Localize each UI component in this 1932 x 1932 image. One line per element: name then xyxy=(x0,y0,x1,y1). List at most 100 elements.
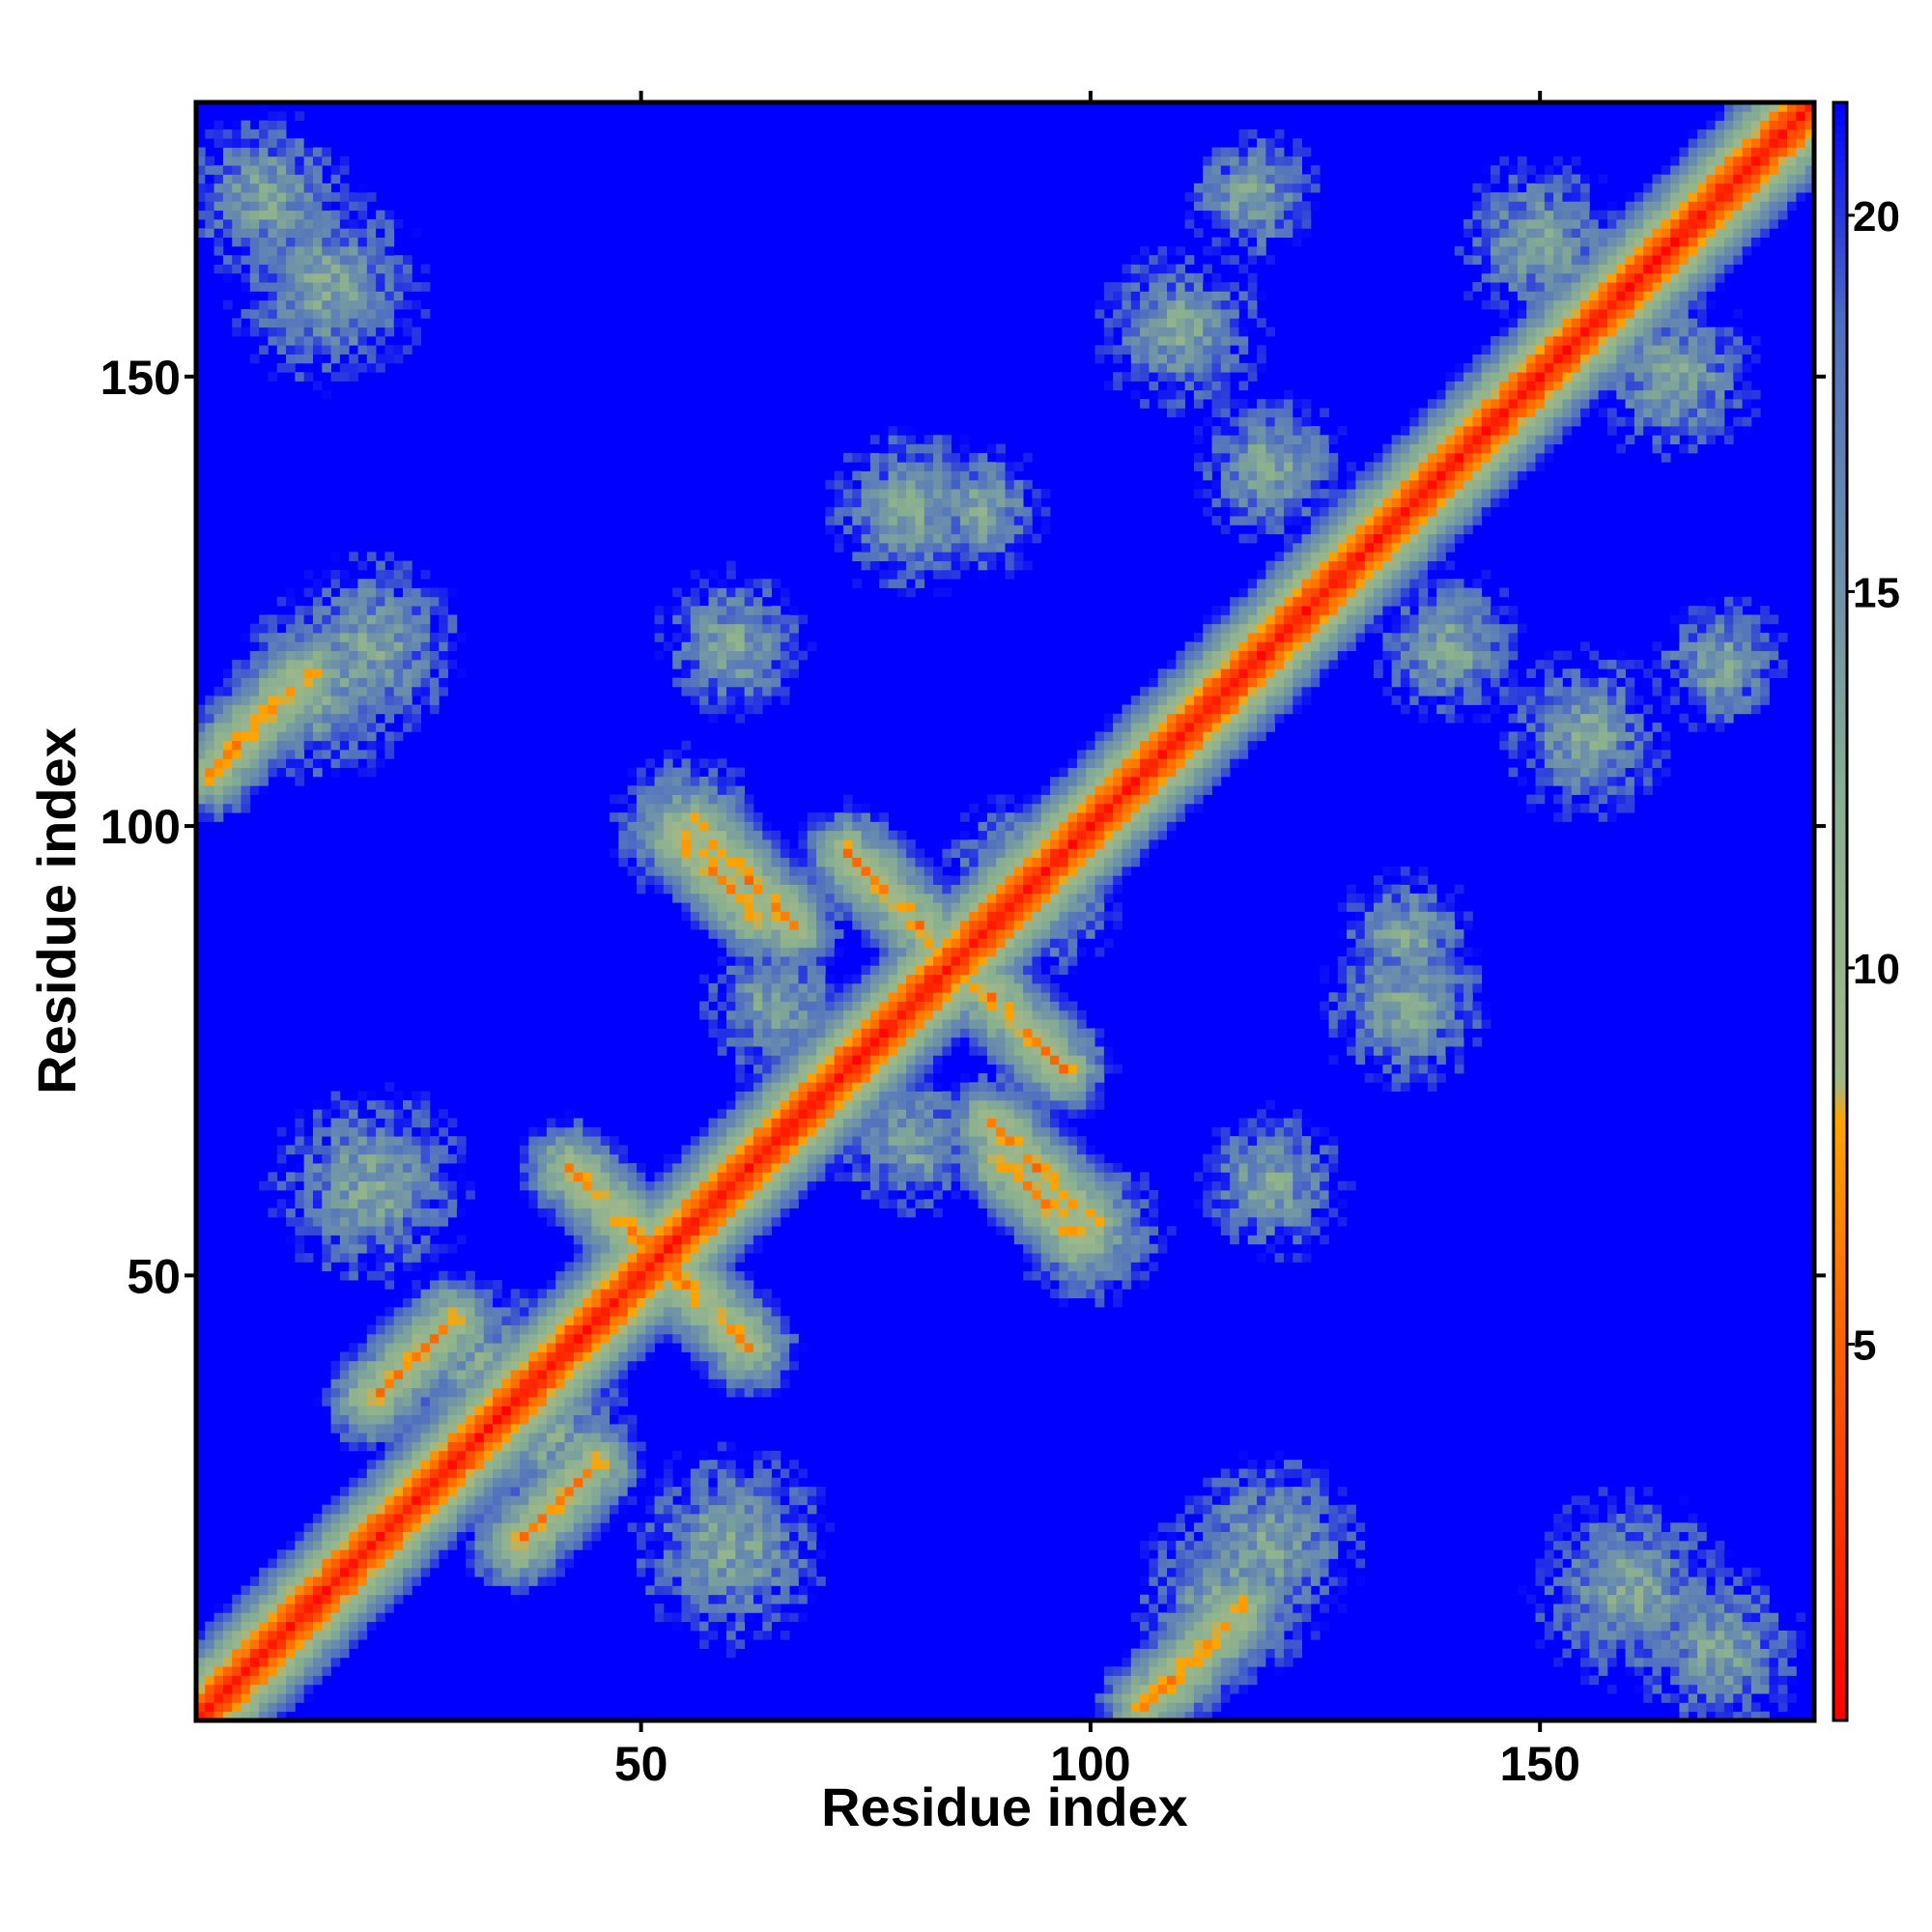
heatmap-cell xyxy=(349,335,358,346)
heatmap-cell xyxy=(330,1639,341,1649)
heatmap-cell xyxy=(610,1343,619,1352)
heatmap-cell xyxy=(357,1199,368,1208)
heatmap-cell xyxy=(268,228,278,238)
heatmap-cell xyxy=(726,974,736,984)
heatmap-cell xyxy=(564,1441,575,1452)
heatmap-cell xyxy=(384,596,395,607)
heatmap-cell xyxy=(753,696,763,705)
heatmap-cell xyxy=(681,1531,692,1542)
heatmap-cell xyxy=(780,1585,790,1596)
heatmap-cell xyxy=(322,740,331,751)
heatmap-cell xyxy=(654,794,665,805)
heatmap-cell xyxy=(861,1163,871,1173)
heatmap-cell xyxy=(618,1343,629,1352)
heatmap-cell xyxy=(295,1577,305,1586)
heatmap-cell xyxy=(429,1397,440,1406)
heatmap-cell xyxy=(771,1370,781,1379)
heatmap-cell xyxy=(330,1414,341,1425)
heatmap-cell xyxy=(339,1423,350,1434)
heatmap-cell xyxy=(681,1189,692,1200)
heatmap-cell xyxy=(906,1055,916,1065)
heatmap-cell xyxy=(618,1433,629,1442)
heatmap-cell xyxy=(645,1333,655,1344)
heatmap-cell xyxy=(249,174,260,185)
heatmap-cell xyxy=(735,1189,746,1200)
heatmap-cell xyxy=(384,1280,395,1290)
heatmap-cell xyxy=(834,1028,844,1038)
heatmap-cell xyxy=(349,218,358,229)
heatmap-cell xyxy=(303,758,314,769)
heatmap-cell xyxy=(537,1343,548,1352)
heatmap-cell xyxy=(466,1360,475,1371)
heatmap-cell xyxy=(825,516,836,526)
heatmap-cell xyxy=(537,1477,548,1488)
heatmap-cell xyxy=(636,1172,646,1182)
heatmap-cell xyxy=(241,776,251,786)
heatmap-cell xyxy=(303,1567,314,1577)
heatmap-cell xyxy=(699,1163,709,1173)
heatmap-cell xyxy=(339,245,350,256)
heatmap-cell xyxy=(618,1253,629,1263)
heatmap-cell xyxy=(259,210,269,220)
heatmap-cell xyxy=(366,731,377,742)
heatmap-cell xyxy=(439,1253,448,1263)
heatmap-cell xyxy=(483,1504,494,1515)
heatmap-cell xyxy=(259,218,269,229)
heatmap-cell xyxy=(205,1639,215,1649)
heatmap-cell xyxy=(295,291,305,301)
heatmap-cell xyxy=(807,884,817,895)
heatmap-cell xyxy=(780,1513,790,1523)
heatmap-cell xyxy=(232,668,242,678)
heatmap-cell xyxy=(636,1216,646,1227)
heatmap-cell xyxy=(349,1477,358,1488)
heatmap-cell xyxy=(735,1594,746,1605)
heatmap-cell xyxy=(717,1136,727,1146)
heatmap-cell xyxy=(726,1019,736,1029)
heatmap-cell xyxy=(618,1370,629,1379)
heatmap-cell xyxy=(241,1630,251,1640)
heatmap-cell xyxy=(222,767,233,778)
heatmap-cell xyxy=(896,902,907,912)
heatmap-cell xyxy=(888,552,898,561)
heatmap-cell xyxy=(205,165,215,175)
heatmap-cell xyxy=(888,929,898,939)
heatmap-cell xyxy=(654,866,665,876)
heatmap-cell xyxy=(429,596,440,607)
heatmap-cell xyxy=(420,1153,431,1164)
heatmap-cell xyxy=(600,1487,611,1496)
heatmap-cell xyxy=(295,192,305,202)
heatmap-cell xyxy=(564,1297,575,1308)
heatmap-cell xyxy=(690,1513,700,1523)
heatmap-cell xyxy=(618,857,629,867)
heatmap-cell xyxy=(403,1540,412,1550)
heatmap-cell xyxy=(268,1577,278,1586)
heatmap-cell xyxy=(807,1028,817,1038)
heatmap-cell xyxy=(456,1306,467,1317)
heatmap-cell xyxy=(915,1180,925,1191)
heatmap-cell xyxy=(762,1324,772,1335)
heatmap-cell xyxy=(205,1666,215,1676)
heatmap-cell xyxy=(528,1163,539,1173)
heatmap-cell xyxy=(834,884,844,895)
heatmap-cell xyxy=(654,1522,665,1532)
heatmap-cell xyxy=(879,947,889,957)
heatmap-cell xyxy=(322,650,331,661)
heatmap-cell xyxy=(789,1109,799,1119)
heatmap-cell xyxy=(222,264,233,274)
heatmap-cell xyxy=(906,1064,916,1074)
heatmap-cell xyxy=(735,606,746,615)
heatmap-cell xyxy=(735,1028,746,1038)
heatmap-cell xyxy=(654,614,665,625)
heatmap-cell xyxy=(412,1324,422,1335)
heatmap-cell xyxy=(322,228,331,238)
heatmap-cell xyxy=(295,641,305,652)
heatmap-cell xyxy=(393,1460,404,1469)
heatmap-cell xyxy=(357,245,368,256)
heatmap-cell xyxy=(312,1604,323,1613)
heatmap-cell xyxy=(205,156,215,166)
heatmap-cell xyxy=(259,1585,269,1596)
heatmap-cell xyxy=(510,1414,521,1425)
heatmap-cell xyxy=(735,1468,746,1479)
heatmap-cell xyxy=(843,516,853,526)
heatmap-cell xyxy=(205,704,215,715)
